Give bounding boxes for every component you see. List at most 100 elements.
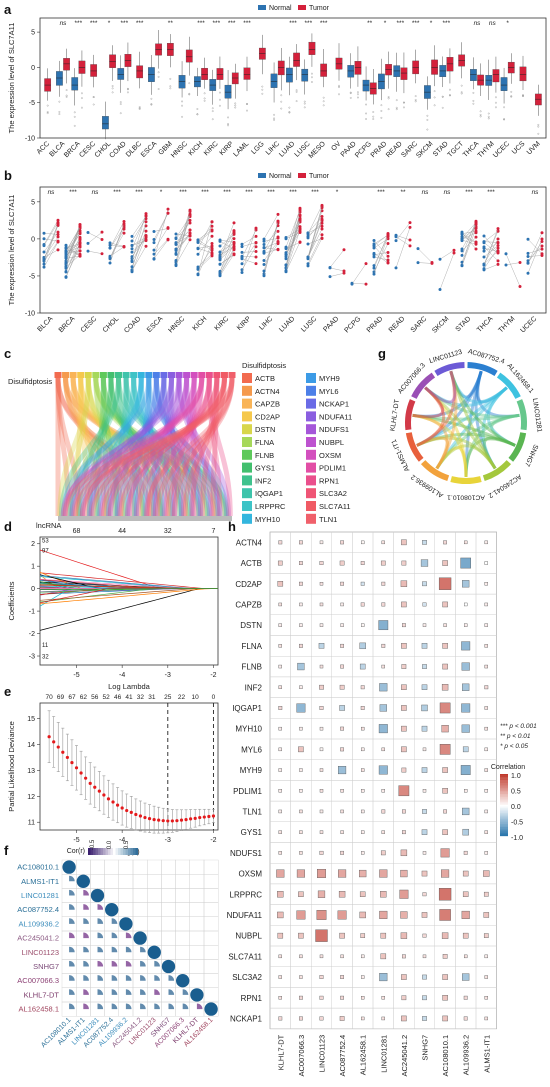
panel-c-node-top bbox=[167, 372, 175, 378]
panel-b-point-tumor bbox=[298, 217, 302, 221]
panel-f-cell bbox=[203, 959, 219, 974]
panel-b-point-normal bbox=[64, 261, 68, 265]
panel-b-point-tumor bbox=[474, 247, 478, 251]
panel-b-point-normal bbox=[526, 261, 530, 265]
panel-h-square bbox=[319, 664, 324, 669]
panel-b-ylabel: The expression level of SLC7A11 bbox=[7, 195, 16, 306]
panel-c-legend-label: NDUFS1 bbox=[319, 425, 349, 434]
panel-f-pie bbox=[69, 1003, 75, 1010]
panel-h-square bbox=[340, 623, 344, 627]
panel-f-pie bbox=[97, 1003, 104, 1010]
panel-f-row-label: SNHG7 bbox=[33, 962, 59, 971]
panel-b-pair-line bbox=[65, 245, 81, 277]
panel-a-box-normal-outlier bbox=[288, 106, 291, 109]
panel-c-flow bbox=[176, 377, 232, 517]
panel-a-box-normal-outlier bbox=[211, 107, 214, 110]
panel-h-square bbox=[299, 768, 303, 772]
panel-b-point-normal bbox=[416, 247, 420, 251]
panel-e-point bbox=[120, 806, 124, 810]
panel-b-pair-line bbox=[219, 230, 235, 253]
panel-h-square bbox=[360, 685, 365, 690]
panel-h-square bbox=[443, 540, 447, 545]
panel-c-flow bbox=[138, 377, 176, 517]
panel-e-point bbox=[189, 817, 193, 821]
panel-h-square bbox=[319, 602, 324, 607]
panel-b-pair-line bbox=[87, 232, 103, 244]
panel-h-square bbox=[401, 995, 407, 1001]
panel-f-cell bbox=[175, 874, 191, 889]
panel-h-legend-bar bbox=[500, 803, 508, 806]
panel-g-chord bbox=[464, 437, 516, 478]
panel-h-square bbox=[361, 726, 365, 731]
panel-b-pair-line bbox=[131, 218, 147, 242]
panel-h-square bbox=[278, 706, 283, 710]
panel-f-pie bbox=[83, 975, 89, 981]
panel-c-legend-label: MYH10 bbox=[255, 515, 280, 524]
panel-a-box-tumor-outlier bbox=[81, 97, 83, 99]
panel-b-pair-line bbox=[241, 251, 257, 253]
panel-b-pair-line bbox=[175, 229, 191, 243]
panel-b-point-tumor bbox=[540, 240, 544, 244]
panel-b-pair-line bbox=[241, 258, 257, 264]
panel-h-square bbox=[381, 1016, 385, 1021]
panel-a-box-normal bbox=[117, 68, 125, 80]
panel-h-square bbox=[462, 932, 469, 939]
panel-a-box-normal-outlier bbox=[487, 112, 490, 115]
panel-a-box-tumor-outlier bbox=[522, 94, 524, 96]
panel-h-legend-tick: -0.5 bbox=[511, 820, 523, 827]
panel-c-flow bbox=[63, 377, 228, 517]
panel-b-sig: *** bbox=[377, 189, 385, 196]
panel-b-point-normal bbox=[482, 246, 486, 250]
panel-h-square bbox=[379, 910, 388, 919]
panel-h-row-label: OXSM bbox=[238, 870, 262, 879]
panel-b-point-tumor bbox=[408, 238, 412, 242]
panel-b-pair-line bbox=[373, 252, 389, 255]
panel-a-box-normal-outlier bbox=[303, 102, 306, 105]
panel-f-cell bbox=[175, 859, 191, 875]
panel-b-pair-line bbox=[43, 249, 59, 258]
panel-f-cell bbox=[203, 1001, 219, 1017]
panel-h-square bbox=[438, 888, 452, 901]
panel-b-sig: *** bbox=[179, 189, 187, 196]
panel-b-point-tumor bbox=[56, 248, 60, 252]
panel-h-square bbox=[442, 560, 448, 566]
panel-e-point bbox=[56, 745, 60, 749]
panel-b-point-tumor bbox=[210, 220, 214, 224]
panel-c-legend-label: NUBPL bbox=[319, 438, 344, 447]
panel-a-box-tumor-outlier bbox=[157, 71, 160, 74]
panel-h-square bbox=[319, 684, 324, 690]
panel-b-xtick-label: HNSC bbox=[167, 315, 186, 334]
panel-b-point-tumor bbox=[232, 237, 236, 241]
panel-h-row-label: MYH10 bbox=[235, 725, 262, 734]
panel-h-square bbox=[319, 706, 324, 710]
panel-b-point-normal bbox=[108, 243, 112, 247]
panel-b-point-normal bbox=[64, 243, 68, 247]
panel-b-pair-line bbox=[527, 248, 543, 254]
panel-a-box-tumor bbox=[519, 66, 527, 82]
panel-c-flow bbox=[72, 377, 235, 517]
panel-h-square bbox=[340, 830, 344, 834]
panel-a-box-tumor-outlier bbox=[111, 87, 114, 90]
panel-b-pair-line bbox=[461, 230, 477, 234]
panel-h-legend-tick: 1.0 bbox=[511, 773, 521, 780]
panel-c-flow bbox=[152, 377, 205, 517]
panel-h-square bbox=[338, 891, 346, 898]
panel-f-cell bbox=[90, 859, 105, 875]
panel-f-cell bbox=[132, 902, 148, 917]
panel-b-point-tumor bbox=[452, 251, 456, 255]
panel-g-chord bbox=[490, 413, 520, 447]
panel-c-node-top bbox=[228, 372, 236, 378]
panel-f-diag-circle bbox=[119, 917, 133, 931]
panel-f-cell bbox=[189, 916, 205, 932]
panel-c-legend-swatch bbox=[306, 513, 316, 524]
panel-b-pair-line bbox=[461, 234, 477, 243]
panel-d-path-label: 11 bbox=[42, 643, 49, 649]
panel-f-legend-bar bbox=[93, 848, 96, 855]
panel-h-legend-tick: 0.0 bbox=[511, 804, 521, 811]
panel-c-legend-swatch bbox=[306, 475, 316, 486]
panel-b-point-normal bbox=[504, 263, 508, 267]
panel-c-flow bbox=[199, 377, 220, 517]
panel-b-point-tumor bbox=[540, 247, 544, 251]
panel-a-box-tumor-outlier bbox=[246, 103, 248, 105]
panel-c-flow bbox=[144, 377, 182, 517]
